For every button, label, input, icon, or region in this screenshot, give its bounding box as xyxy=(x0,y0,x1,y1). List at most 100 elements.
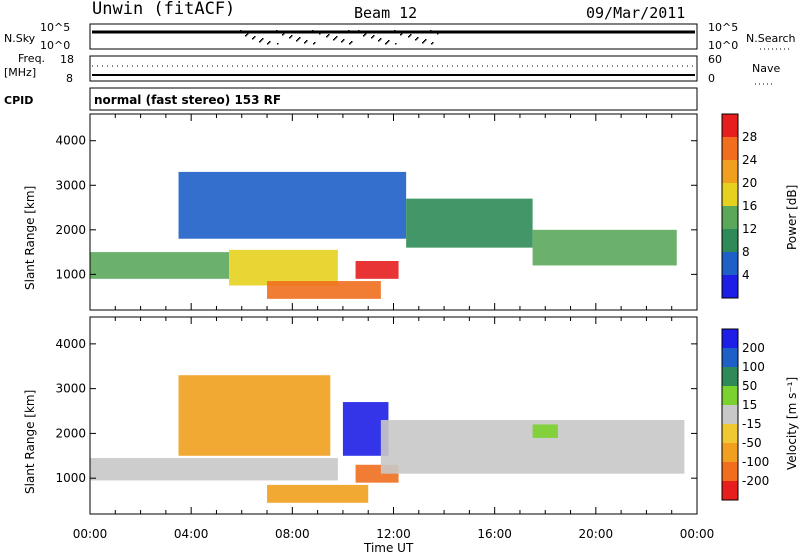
station-title: Unwin (fitACF) xyxy=(92,0,235,19)
nsky-point xyxy=(333,39,335,41)
nave-tick-bottom: 0 xyxy=(708,72,715,85)
nsky-point xyxy=(319,33,321,35)
nsky-point xyxy=(283,33,285,35)
nsky-point xyxy=(276,30,278,32)
nsky-point xyxy=(253,37,255,39)
nsky-point xyxy=(423,41,425,43)
power-colorbar-swatch xyxy=(722,275,738,298)
nsky-point xyxy=(408,36,410,38)
nsky-point xyxy=(400,34,402,36)
nsky-point xyxy=(311,31,313,33)
power-colorbar-label: Power [dB] xyxy=(785,185,799,250)
nsky-point xyxy=(388,40,390,42)
velocity-colorbar-frame xyxy=(721,328,739,501)
velocity-colorbar-tick: 15 xyxy=(742,398,757,412)
date-title: 09/Mar/2011 xyxy=(586,4,685,22)
velocity-axis: 1000 2000 3000 4000 xyxy=(55,317,698,514)
power-ytick-label: 4000 xyxy=(55,134,86,148)
cpid-label: CPID xyxy=(4,94,33,107)
nsky-tick-bottom: 10^0 xyxy=(40,39,70,52)
velocity-region xyxy=(532,424,558,438)
x-tick-label: 00:00 xyxy=(680,527,715,541)
velocity-colorbar-swatch xyxy=(722,329,738,348)
velocity-colorbar-tick: -100 xyxy=(742,455,769,469)
freq-panel xyxy=(89,55,698,82)
power-colorbar-tick: 16 xyxy=(742,199,757,213)
power-region xyxy=(229,249,338,286)
power-colorbar-swatch xyxy=(722,252,738,275)
velocity-ylabel: Slant Range [km] xyxy=(23,390,37,494)
power-colorbar-swatch xyxy=(722,160,738,183)
nsky-point xyxy=(357,31,359,33)
velocity-colorbar: 200 100 50 15 -15 -50 -100 -200 xyxy=(721,328,769,501)
x-tick-label: 20:00 xyxy=(579,527,614,541)
power-region xyxy=(90,252,230,279)
nsky-point xyxy=(350,42,352,44)
nsky-point xyxy=(252,38,254,40)
nsky-point xyxy=(334,38,336,40)
nsky-point xyxy=(260,40,262,42)
velocity-ytick-label: 2000 xyxy=(55,426,86,440)
velocity-region xyxy=(380,419,685,474)
nsky-point xyxy=(299,37,301,39)
velocity-colorbar-swatch xyxy=(722,348,738,367)
nsky-point xyxy=(336,36,338,38)
nsky-point xyxy=(262,38,264,40)
velocity-colorbar-swatch xyxy=(722,386,738,405)
nsky-point xyxy=(431,43,433,45)
nsky-point xyxy=(387,41,389,43)
nsky-point xyxy=(290,36,292,38)
power-colorbar-swatch xyxy=(722,114,738,137)
x-tick-label: 12:00 xyxy=(376,527,411,541)
beam-title: Beam 12 xyxy=(354,4,417,22)
power-region xyxy=(406,198,533,248)
nsky-point xyxy=(372,36,374,38)
power-colorbar-tick: 4 xyxy=(742,268,750,282)
nsky-point xyxy=(321,31,323,33)
nsky-point xyxy=(395,43,397,45)
nsky-point xyxy=(425,39,427,41)
nsky-point xyxy=(269,41,271,43)
nsky-point xyxy=(437,33,439,35)
nsky-point xyxy=(259,41,261,43)
power-ytick-label: 2000 xyxy=(55,223,86,237)
power-region xyxy=(267,281,381,299)
power-region xyxy=(178,171,407,239)
nsky-scatter xyxy=(240,30,441,45)
nsky-point xyxy=(298,38,300,40)
nsky-point xyxy=(268,42,270,44)
nsky-tick-top: 10^5 xyxy=(40,21,70,34)
nsky-point xyxy=(246,34,248,36)
nsky-point xyxy=(326,36,328,38)
nsky-point xyxy=(402,32,404,34)
velocity-heatmap xyxy=(90,375,685,503)
nsky-point xyxy=(261,39,263,41)
nsky-point xyxy=(416,38,418,40)
nave-label: Nave xyxy=(752,62,780,75)
power-colorbar-tick: 20 xyxy=(742,176,757,190)
nsky-point xyxy=(267,43,269,45)
power-colorbar-swatch xyxy=(722,137,738,160)
power-colorbar-swatch xyxy=(722,229,738,252)
nsearch-tick-top: 10^5 xyxy=(708,21,738,34)
nsky-point xyxy=(373,35,375,37)
nsky-point xyxy=(305,41,307,43)
nsky-point xyxy=(313,43,315,45)
velocity-colorbar-label: Velocity [m s⁻¹] xyxy=(785,377,799,470)
power-region xyxy=(532,229,677,266)
nsky-point xyxy=(320,32,322,34)
nave-tick-top: 60 xyxy=(708,53,722,66)
power-heatmap xyxy=(90,171,677,299)
velocity-colorbar-swatch xyxy=(722,481,738,500)
nsky-point xyxy=(379,39,381,41)
freq-label: Freq. xyxy=(18,52,45,65)
nsky-point xyxy=(410,34,412,36)
cpid-panel xyxy=(89,87,698,111)
nsky-point xyxy=(247,33,249,35)
nsky-point xyxy=(349,43,351,45)
velocity-ytick-label: 1000 xyxy=(55,471,86,485)
nsky-point xyxy=(328,34,330,36)
freq-unit: [MHz] xyxy=(4,66,36,79)
power-ytick-label: 1000 xyxy=(55,267,86,281)
